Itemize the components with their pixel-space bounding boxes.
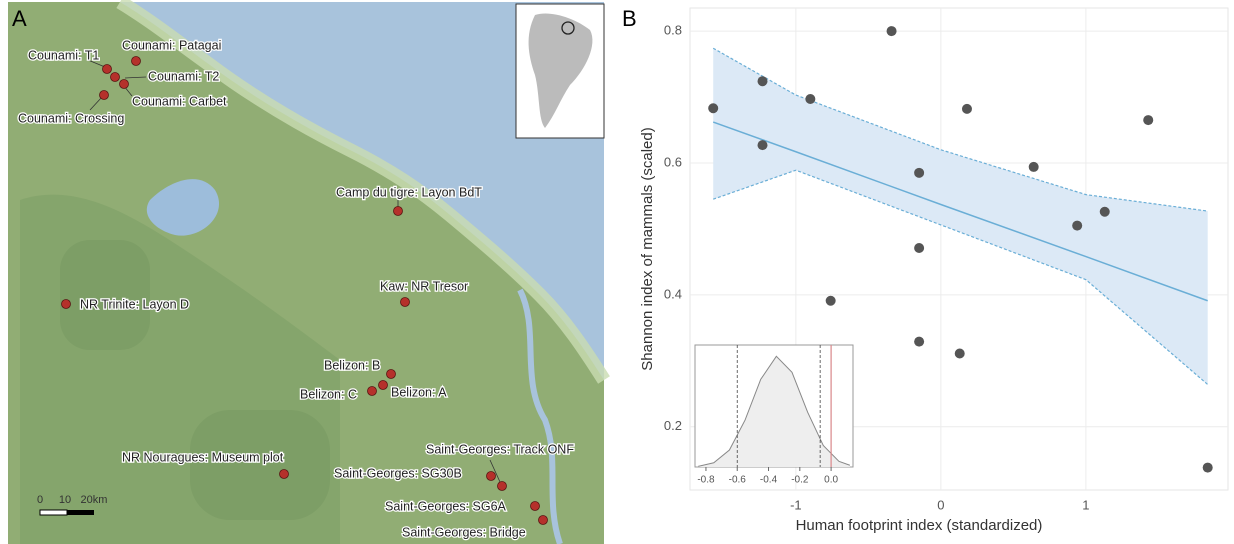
x-tick-label: 1 [1082, 497, 1089, 512]
lake [146, 179, 220, 236]
site-label: Kaw: NR Tresor [380, 279, 468, 293]
site-marker [393, 206, 403, 216]
point [757, 76, 768, 87]
panel-label: A [12, 6, 27, 31]
density-curve [698, 355, 851, 467]
site-marker [279, 469, 289, 479]
regression-line [712, 121, 1208, 302]
x-tick-label: 0 [937, 497, 944, 512]
reserve [60, 240, 150, 350]
leader-line [89, 96, 103, 111]
site-marker [400, 297, 410, 307]
point [914, 243, 925, 254]
site-marker [367, 386, 377, 396]
scale-bar [67, 510, 94, 515]
confidence-bound [712, 47, 1208, 212]
site-marker [99, 90, 109, 100]
site-marker [378, 380, 388, 390]
point [954, 348, 965, 359]
site-marker [530, 501, 540, 511]
site-marker [110, 72, 120, 82]
x-tick-label: -0.4 [760, 475, 778, 486]
scale-label: 10 [59, 494, 71, 506]
confidence-band [713, 48, 1208, 385]
site-marker [486, 471, 496, 481]
density-area [698, 356, 850, 467]
site-label: Counami: T1 [28, 48, 99, 62]
x-tick-label: -1 [790, 497, 802, 512]
site-marker [119, 79, 129, 89]
point [961, 103, 972, 114]
point [914, 167, 925, 178]
site-label: Counami: T2 [148, 69, 219, 83]
leader-line [87, 59, 106, 68]
y-tick-label: 0.4 [664, 286, 682, 301]
point [825, 295, 836, 306]
y-axis-label: Shannon index of mammals (scaled) [639, 127, 656, 370]
site-label: Saint-Georges: Track ONF [426, 442, 574, 456]
site-label: NR Nouragues: Museum plot [122, 450, 284, 464]
point [914, 336, 925, 347]
reserve [190, 410, 330, 520]
x-tick-label: -0.8 [697, 475, 715, 486]
leader-line [489, 459, 501, 483]
site-label: Belizon: A [391, 385, 447, 399]
point [805, 93, 816, 104]
site-marker [61, 299, 71, 309]
site-label: NR Trinite: Layon D [80, 297, 189, 311]
map-panel: 0 10 20km A [8, 0, 610, 544]
point [1099, 206, 1110, 217]
x-tick-label: -0.2 [791, 475, 809, 486]
point [708, 103, 719, 114]
site-label: Counami: Carbet [132, 94, 227, 108]
site-marker [538, 515, 548, 525]
continent [528, 13, 593, 128]
site-label: Saint-Georges: SG6A [385, 499, 507, 513]
y-tick-label: 0.8 [664, 23, 682, 38]
scale-label: 0 [37, 494, 43, 506]
site-label: Camp du tigre: Layon BdT [336, 185, 482, 199]
scale-label: 20km [81, 494, 108, 506]
site-marker [497, 481, 507, 491]
point [886, 26, 897, 37]
site-label: Belizon: C [300, 387, 357, 401]
site-label: Counami: Crossing [18, 111, 124, 125]
river [517, 288, 563, 544]
site-label: Counami: Patagai [122, 38, 221, 52]
x-tick-label: -0.6 [729, 475, 747, 486]
point [1143, 115, 1154, 126]
y-tick-label: 0.2 [664, 418, 682, 433]
x-axis-label: Human footprint index (standardized) [796, 517, 1043, 534]
site-label: Belizon: B [324, 358, 380, 372]
site-label: Saint-Georges: SG30B [334, 466, 462, 480]
site-marker [386, 369, 396, 379]
locator-circle [561, 21, 575, 35]
site-marker [102, 64, 112, 74]
x-tick-label: 0.0 [824, 475, 838, 486]
point [1072, 220, 1083, 231]
point [757, 140, 768, 151]
scale-bar [39, 509, 68, 516]
site-marker [131, 56, 141, 66]
point [1028, 161, 1039, 172]
confidence-bound [713, 169, 1209, 385]
coast [116, 0, 610, 384]
panel-label: B [622, 6, 637, 31]
point [1202, 462, 1213, 473]
site-label: Saint-Georges: Bridge [402, 525, 526, 539]
leader-line [124, 76, 147, 79]
y-tick-label: 0.6 [664, 154, 682, 169]
ocean [120, 2, 604, 380]
